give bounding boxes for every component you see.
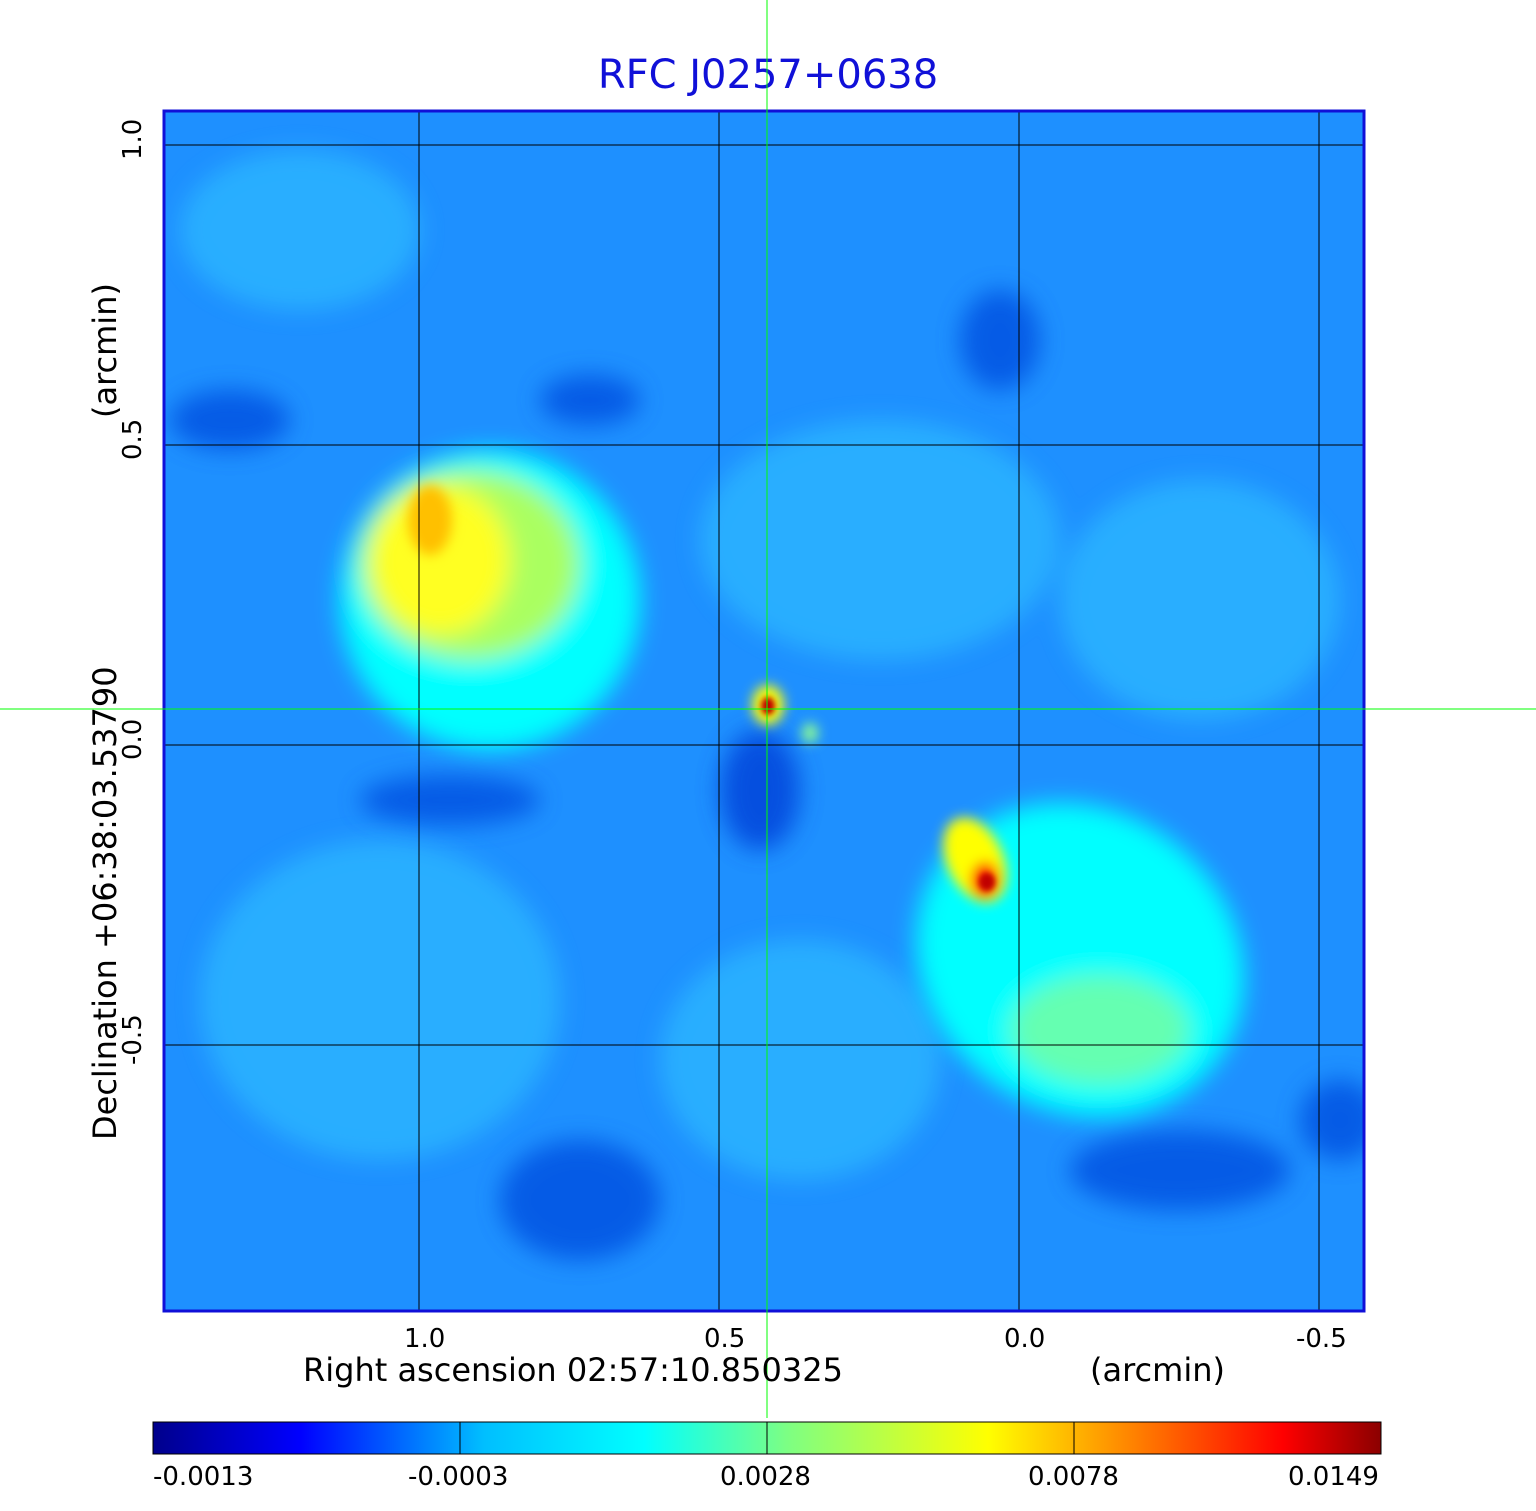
intensity-map xyxy=(164,111,1364,1311)
colorbar-tick-label: 0.0149 xyxy=(1288,1462,1379,1492)
image-title: RFC J0257+0638 xyxy=(597,52,939,98)
y-axis-unit: (arcmin) xyxy=(86,283,124,418)
colorbar-tick-label: 0.0078 xyxy=(1028,1462,1119,1492)
crosshair xyxy=(0,0,1536,1418)
y-tick-label: 0.5 xyxy=(118,418,148,460)
x-tick-label: 0.5 xyxy=(704,1324,746,1354)
x-tick-label: 1.0 xyxy=(404,1324,446,1354)
colorbar-ticks xyxy=(459,1422,1075,1454)
x-axis-unit: (arcmin) xyxy=(1090,1351,1225,1389)
y-axis-label: Declination +06:38:03.53790 xyxy=(86,666,124,1140)
coordinate-grid xyxy=(164,111,1364,1311)
y-tick-label: 1.0 xyxy=(118,118,148,160)
x-tick-label: -0.5 xyxy=(1296,1324,1347,1354)
x-axis-label: Right ascension 02:57:10.850325 xyxy=(303,1351,843,1389)
colorbar-tick-label: 0.0028 xyxy=(720,1462,811,1492)
x-tick-label: 0.0 xyxy=(1004,1324,1046,1354)
colorbar-tick-label: -0.0003 xyxy=(408,1462,509,1492)
colorbar-tick-label: -0.0013 xyxy=(153,1462,254,1492)
plot-frame xyxy=(162,109,1366,1313)
